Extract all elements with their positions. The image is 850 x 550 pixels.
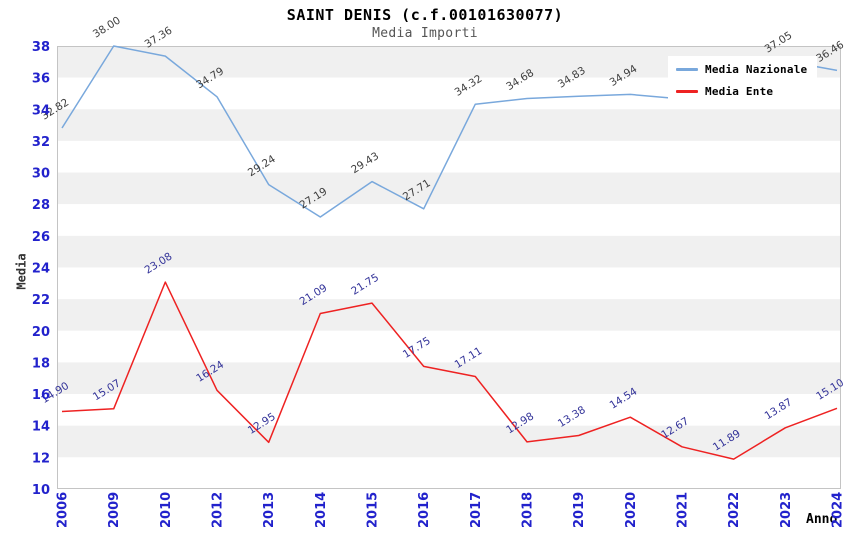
x-tick-label: 2010 bbox=[159, 492, 174, 528]
x-tick-label: 2015 bbox=[366, 492, 381, 528]
x-tick-label: 2020 bbox=[624, 492, 639, 528]
x-tick-label: 2012 bbox=[211, 492, 226, 528]
x-tick-label: 2018 bbox=[521, 492, 536, 528]
plot-band bbox=[57, 457, 841, 489]
x-tick-label: 2006 bbox=[56, 492, 71, 528]
plot-band bbox=[57, 109, 841, 141]
legend-label: Media Ente bbox=[705, 85, 774, 98]
legend-label: Media Nazionale bbox=[705, 63, 808, 76]
y-tick-label: 14 bbox=[32, 420, 50, 435]
x-tick-label: 2021 bbox=[676, 492, 691, 528]
y-tick-label: 36 bbox=[32, 72, 50, 87]
x-tick-label: 2019 bbox=[572, 492, 587, 528]
plot-band bbox=[57, 172, 841, 205]
plot-band bbox=[57, 299, 841, 331]
legend: Media Nazionale Media Ente bbox=[668, 56, 818, 105]
chart-subtitle: Media Importi bbox=[372, 26, 478, 41]
x-tick-label: 2014 bbox=[314, 492, 329, 528]
y-tick-label: 32 bbox=[32, 135, 50, 150]
x-tick-label: 2016 bbox=[417, 492, 432, 528]
legend-item-media-ente: Media Ente bbox=[676, 85, 807, 98]
y-tick-label: 22 bbox=[32, 293, 50, 308]
plot-band bbox=[57, 394, 841, 426]
plot-band bbox=[57, 362, 841, 395]
x-tick-label: 2022 bbox=[727, 492, 742, 528]
plot-band bbox=[57, 425, 841, 458]
y-tick-label: 18 bbox=[32, 356, 50, 371]
y-tick-label: 16 bbox=[32, 388, 50, 403]
x-tick-label: 2013 bbox=[262, 492, 277, 528]
y-tick-label: 28 bbox=[32, 198, 50, 213]
y-tick-label: 12 bbox=[32, 451, 50, 466]
chart-title: SAINT DENIS (c.f.00101630077) bbox=[286, 6, 564, 24]
x-tick-label: 2009 bbox=[107, 492, 122, 528]
plot-border bbox=[57, 46, 841, 489]
y-tick-label: 34 bbox=[32, 103, 50, 118]
plot-band bbox=[57, 330, 841, 363]
legend-line-swatch-red bbox=[676, 90, 698, 93]
x-axis-title: Anno bbox=[806, 512, 838, 527]
plot-band bbox=[57, 267, 841, 300]
plot-band bbox=[57, 204, 841, 236]
y-tick-label: 26 bbox=[32, 230, 50, 245]
x-tick-label: 2023 bbox=[779, 492, 794, 528]
x-tick-label: 2024 bbox=[831, 492, 846, 528]
legend-item-media-nazionale: Media Nazionale bbox=[676, 63, 807, 76]
y-tick-label: 38 bbox=[32, 40, 50, 55]
data-label: 38.00 bbox=[91, 14, 123, 40]
y-tick-label: 24 bbox=[32, 262, 50, 277]
y-tick-label: 30 bbox=[32, 167, 50, 182]
y-tick-label: 20 bbox=[32, 325, 50, 340]
y-tick-label: 10 bbox=[32, 483, 50, 498]
x-tick-label: 2017 bbox=[469, 492, 484, 528]
legend-line-swatch-blue bbox=[676, 68, 698, 71]
plot-band bbox=[57, 235, 841, 268]
series-line-media-ente bbox=[61, 281, 838, 460]
